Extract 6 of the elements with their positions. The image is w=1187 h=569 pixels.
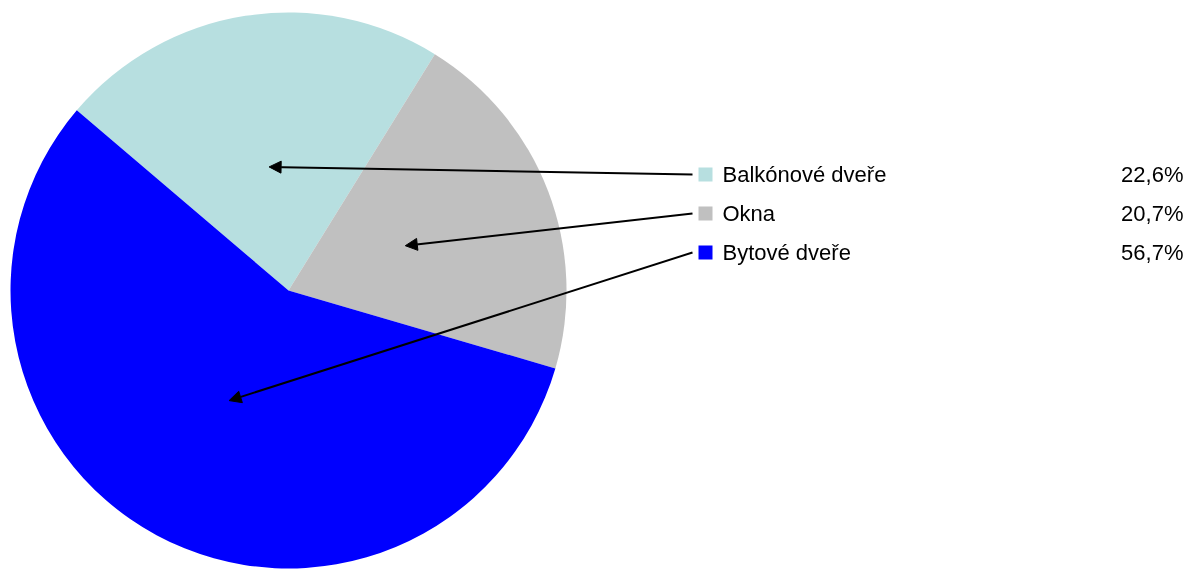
legend-label: Bytové dveře [722, 240, 851, 265]
data-label: 20,7% [1121, 201, 1184, 226]
legend-label: Okna [722, 201, 776, 226]
data-label: 22,6% [1121, 162, 1184, 187]
data-label: 56,7% [1121, 240, 1184, 265]
legend-label: Balkónové dveře [722, 162, 887, 187]
